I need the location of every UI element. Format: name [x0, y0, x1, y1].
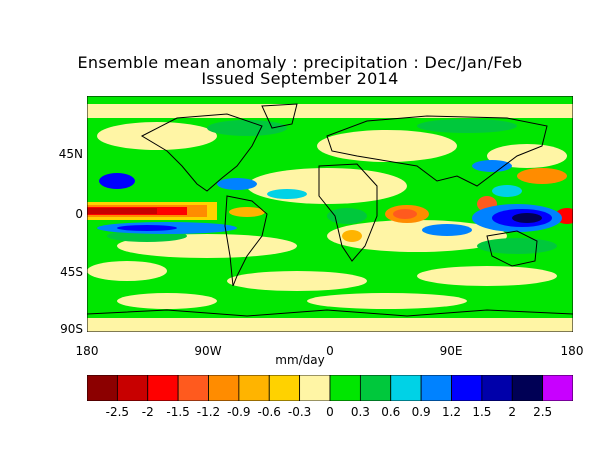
colorbar-tick-label: 0.3: [350, 405, 370, 419]
colorbar-swatch: [299, 375, 331, 401]
colorbar: [87, 375, 573, 401]
colorbar-tick-label: -0.3: [287, 405, 312, 419]
colorbar-tick-label: -2.5: [105, 405, 130, 419]
map-subtitle: Issued September 2014: [201, 69, 399, 88]
lat-label-0: 0: [75, 207, 83, 221]
colorbar-swatch: [116, 375, 149, 401]
colorbar-tick-label: -1.2: [196, 405, 221, 419]
colorbar-swatch: [208, 375, 240, 401]
colorbar-tick-label: -0.9: [227, 405, 251, 419]
map-title: Ensemble mean anomaly : precipitation : …: [77, 53, 523, 72]
lon-label-90e: 90E: [439, 344, 463, 358]
colorbar-tick-label: 2.5: [533, 405, 553, 419]
colorbar-tick-label: -2: [141, 405, 154, 419]
colorbar-tick-label: 2: [508, 405, 517, 419]
lon-label-90w: 90W: [194, 344, 222, 358]
colorbar-swatch: [268, 375, 301, 401]
colorbar-swatch: [420, 375, 452, 401]
colorbar-swatch: [481, 375, 513, 401]
colorbar-swatch: [177, 375, 209, 401]
colorbar-swatch: [359, 375, 392, 401]
colorbar-tick-label: 0.9: [411, 405, 431, 419]
precipitation-anomaly-map: [87, 96, 573, 332]
lat-label-45s: 45S: [60, 265, 83, 279]
colorbar-tick-label: 0.6: [381, 405, 401, 419]
colorbar-tick-label: -0.6: [257, 405, 281, 419]
lat-label-90s: 90S: [60, 322, 83, 336]
lat-label-45n: 45N: [58, 147, 83, 161]
colorbar-swatch: [329, 375, 361, 401]
colorbar-swatch: [390, 375, 422, 401]
colorbar-swatch: [238, 375, 270, 401]
lon-label-180e: 180: [560, 344, 584, 358]
colorbar-tick-label: -1.5: [166, 405, 190, 419]
colorbar-swatch: [451, 375, 483, 401]
lon-label-180w: 180: [75, 344, 99, 358]
colorbar-swatch: [542, 375, 573, 401]
units-label: mm/day: [275, 353, 325, 367]
colorbar-swatch: [87, 375, 118, 401]
colorbar-tick-label: 1.2: [441, 405, 462, 419]
colorbar-tick-label: 1.5: [472, 405, 492, 419]
lon-label-0: 0: [326, 344, 334, 358]
colorbar-swatch: [511, 375, 544, 401]
colorbar-tick-label: 0: [326, 405, 334, 419]
colorbar-swatch: [147, 375, 179, 401]
